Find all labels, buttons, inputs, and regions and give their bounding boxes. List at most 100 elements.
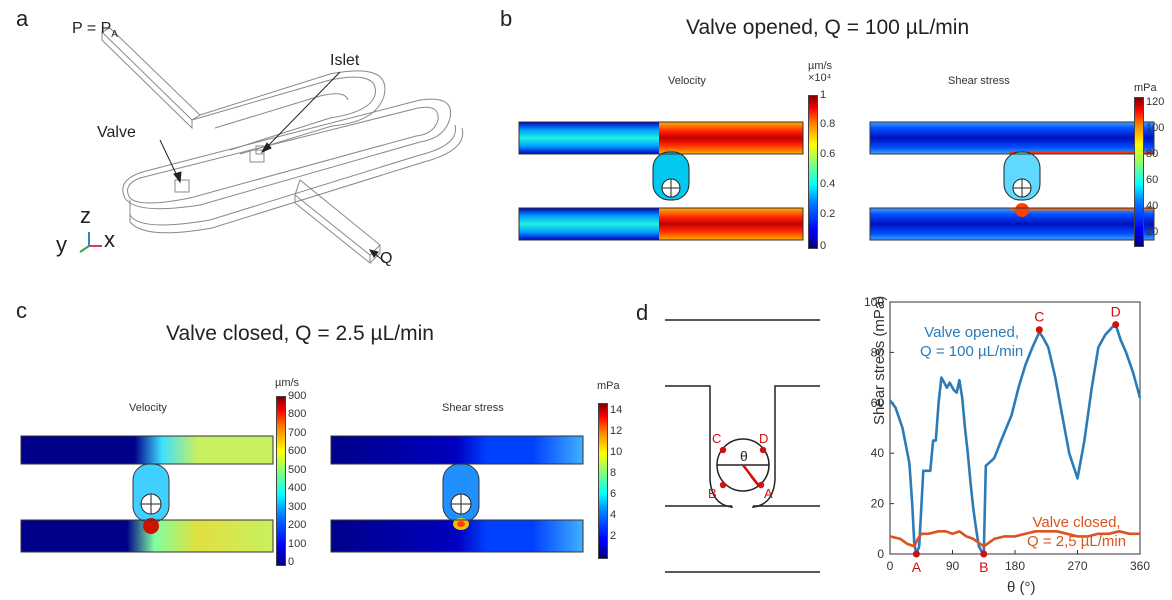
tick-label: 0 bbox=[288, 556, 295, 568]
panel-d-letter: d bbox=[636, 300, 649, 325]
panel-c-shear-ticks: 14 12 10 8 6 4 2 bbox=[610, 403, 636, 563]
axis-y-label: y bbox=[56, 232, 67, 257]
panel-b-letter: b bbox=[500, 6, 513, 31]
y-tick-label: 40 bbox=[871, 446, 885, 460]
diagram-point-b: B bbox=[708, 486, 717, 501]
tick-label: 0.2 bbox=[820, 208, 836, 220]
chart-axes: 0 90 180 270 360 0 20 40 60 80 100 bbox=[864, 295, 1150, 573]
islet-label: Islet bbox=[330, 52, 360, 69]
tick-label: 6 bbox=[610, 488, 617, 500]
tick-label: 1 bbox=[820, 89, 827, 101]
annotation-label-d: D bbox=[1111, 304, 1121, 320]
x-tick-label: 0 bbox=[887, 559, 894, 573]
panel-b-shear-unit: mPa bbox=[1134, 82, 1157, 94]
tick-label: 0.8 bbox=[820, 118, 836, 130]
panel-b-velocity-scale: ×10⁴ bbox=[808, 72, 832, 84]
series-line-valve-opened bbox=[888, 323, 1142, 556]
legend-opened: Valve opened, Q = 100 µL/min bbox=[920, 323, 1023, 361]
tick-label: 2 bbox=[610, 530, 617, 542]
panel-b-velocity-map bbox=[518, 121, 804, 241]
tick-label: 300 bbox=[288, 501, 307, 513]
flow-label: Q bbox=[380, 250, 393, 267]
panel-b-shear-map bbox=[869, 121, 1155, 241]
tick-label: 4 bbox=[610, 509, 617, 521]
tick-label: 700 bbox=[288, 427, 307, 439]
legend-opened-line1: Valve opened, bbox=[924, 324, 1020, 341]
tick-label: 12 bbox=[610, 425, 623, 437]
y-tick-label: 60 bbox=[871, 396, 885, 410]
x-tick-label: 90 bbox=[946, 559, 960, 573]
tick-label: 0 bbox=[820, 240, 827, 252]
annotation-label-b: B bbox=[979, 559, 988, 575]
y-tick-label: 80 bbox=[871, 345, 885, 359]
y-tick-label: 20 bbox=[871, 497, 885, 511]
pressure-label-text: P = P bbox=[72, 20, 112, 37]
annotation-label-a: A bbox=[912, 559, 922, 575]
tick-label: 40 bbox=[1146, 200, 1159, 212]
tick-label: 500 bbox=[288, 464, 307, 476]
axis-x-label: x bbox=[104, 227, 115, 252]
tick-label: 200 bbox=[288, 519, 307, 531]
tick-label: 14 bbox=[610, 404, 623, 416]
tick-label: 20 bbox=[1146, 226, 1159, 238]
panel-c-letter: c bbox=[16, 298, 27, 323]
tick-label: 600 bbox=[288, 445, 307, 457]
annotation-label-c: C bbox=[1034, 309, 1044, 325]
panel-a-device-drawing bbox=[79, 27, 464, 265]
diagram-point-a: A bbox=[764, 486, 773, 501]
legend-closed: Valve closed, Q = 2,5 µL/min bbox=[1027, 513, 1126, 551]
panel-c-velocity-map bbox=[20, 435, 274, 553]
panel-b-shear-label: Shear stress bbox=[948, 75, 1010, 87]
panel-c-shear-map bbox=[330, 435, 584, 553]
panel-b-velocity-unit: µm/s bbox=[808, 60, 833, 72]
tick-label: 0.4 bbox=[820, 178, 836, 190]
chart-y-axis-label: Shear stress (mPa) bbox=[871, 295, 888, 425]
panel-c-title: Valve closed, Q = 2.5 µL/min bbox=[166, 322, 434, 345]
panel-b-shear-colorbar bbox=[1134, 97, 1144, 247]
panel-c-velocity-ticks: 900 800 700 600 500 400 300 200 100 0 bbox=[288, 390, 320, 570]
axis-z-label: z bbox=[80, 203, 91, 228]
x-tick-label: 270 bbox=[1067, 559, 1087, 573]
panel-c-velocity-unit: µm/s bbox=[275, 377, 300, 389]
tick-label: 10 bbox=[610, 446, 623, 458]
chart-series bbox=[888, 323, 1142, 556]
y-tick-label: 0 bbox=[877, 547, 884, 561]
tick-label: 60 bbox=[1146, 174, 1159, 186]
chart-x-axis-label: θ (°) bbox=[1007, 579, 1036, 596]
tick-label: 400 bbox=[288, 482, 307, 494]
diagram-point-d: D bbox=[759, 431, 768, 446]
diagram-angle-theta: θ bbox=[740, 448, 748, 464]
tick-label: 8 bbox=[610, 467, 617, 479]
annotation-point-d bbox=[1112, 321, 1120, 329]
annotation-point-b bbox=[980, 550, 988, 558]
x-tick-label: 360 bbox=[1130, 559, 1150, 573]
panel-b-velocity-label: Velocity bbox=[668, 75, 706, 87]
panel-c-velocity-label: Velocity bbox=[129, 402, 167, 414]
diagram-point-c: C bbox=[712, 431, 721, 446]
panel-c-velocity-colorbar bbox=[276, 396, 286, 566]
pressure-label-sub: A bbox=[111, 29, 118, 41]
shear-stress-chart: 0 90 180 270 360 0 20 40 60 80 100 A B C D bbox=[864, 295, 1150, 575]
panel-b-velocity-colorbar bbox=[808, 95, 818, 249]
tick-label: 100 bbox=[288, 538, 307, 550]
valve-label: Valve bbox=[97, 124, 136, 141]
tick-label: 120 bbox=[1146, 96, 1165, 108]
panel-c-shear-colorbar bbox=[598, 403, 608, 559]
y-tick-label: 100 bbox=[864, 295, 884, 309]
series-line-valve-closed bbox=[889, 530, 1140, 548]
panel-a-letter: a bbox=[16, 6, 29, 31]
panel-b-velocity-ticks: 1 0.8 0.6 0.4 0.2 0 bbox=[820, 89, 850, 255]
tick-label: 900 bbox=[288, 390, 307, 402]
panel-c-shear-label: Shear stress bbox=[442, 402, 504, 414]
chart-annotations: A B C D bbox=[912, 304, 1121, 575]
x-tick-label: 180 bbox=[1005, 559, 1025, 573]
panel-c-shear-unit: mPa bbox=[597, 380, 620, 392]
pressure-label: P = PA bbox=[72, 20, 118, 40]
tick-label: 0.6 bbox=[820, 148, 836, 160]
panel-b-shear-ticks: 120 100 80 60 40 20 bbox=[1146, 96, 1172, 247]
annotation-point-c bbox=[1035, 326, 1043, 334]
tick-label: 80 bbox=[1146, 148, 1159, 160]
annotation-point-a bbox=[912, 550, 920, 558]
panel-b-title: Valve opened, Q = 100 µL/min bbox=[686, 16, 970, 39]
valve-geometry-diagram: C D B A θ bbox=[665, 319, 820, 573]
